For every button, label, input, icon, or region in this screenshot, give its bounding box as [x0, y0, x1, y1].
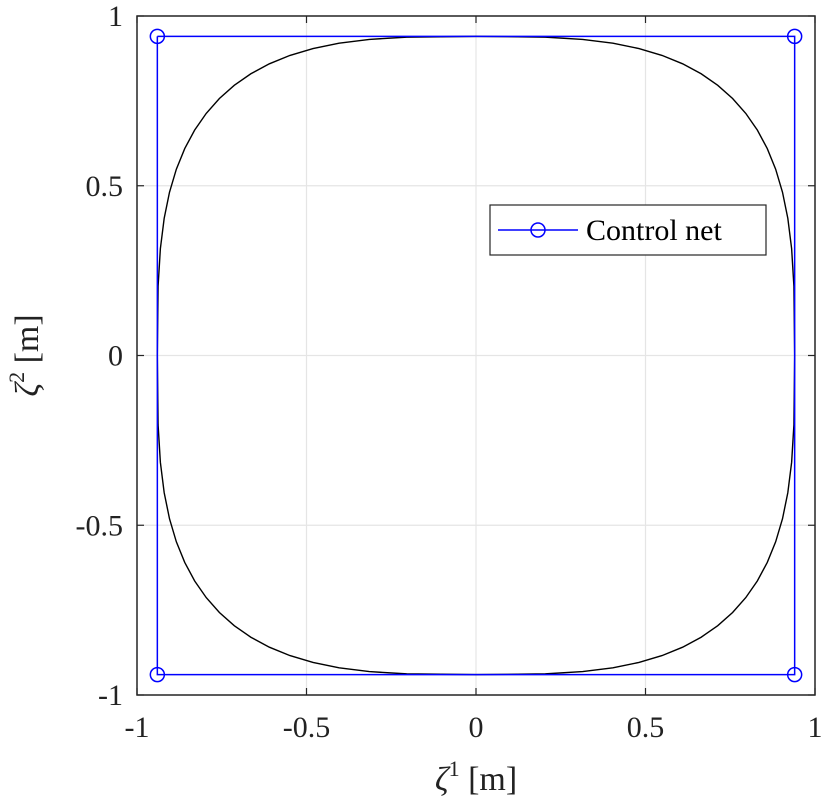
control-point-marker [786, 666, 803, 683]
x-tick-label: -0.5 [283, 711, 331, 744]
x-axis-label-superscript: 1 [449, 756, 460, 781]
x-tick-label: 0 [469, 711, 484, 744]
x-tick-label: 0.5 [627, 711, 665, 744]
control-net-line [156, 35, 796, 676]
tick-labels: -1 -0.5 0 0.5 1 -1 -0.5 0 0.5 1 [76, 0, 823, 744]
y-axis-label: ζ2 [m] [4, 314, 46, 396]
y-axis-label-unit: [m] [9, 314, 46, 372]
legend: Control net [489, 204, 767, 256]
control-net-layer [149, 28, 803, 683]
control-point-marker [149, 666, 166, 683]
y-tick-label: 0.5 [86, 170, 124, 203]
y-axis-label-superscript: 2 [4, 372, 29, 383]
legend-marker-sample [530, 222, 546, 238]
x-tick-label: -1 [125, 711, 150, 744]
y-tick-label: 1 [108, 0, 123, 33]
x-tick-label: 1 [808, 711, 823, 744]
control-point-marker [149, 28, 166, 45]
x-axis-label-unit: [m] [460, 761, 518, 798]
y-tick-label: -0.5 [76, 509, 124, 542]
y-tick-label: -1 [98, 679, 123, 712]
x-axis-label: ζ1 [m] [435, 756, 517, 798]
y-axis-label-symbol: ζ [9, 381, 46, 397]
legend-entry-control-net: Control net [586, 214, 722, 247]
y-tick-label: 0 [108, 340, 123, 373]
control-point-marker [786, 28, 803, 45]
ticks [136, 15, 816, 696]
x-axis-label-symbol: ζ [435, 761, 451, 798]
